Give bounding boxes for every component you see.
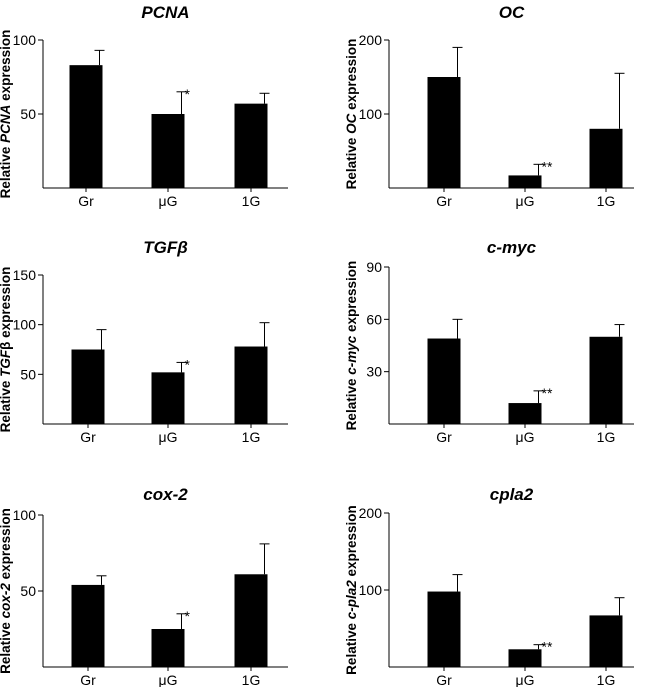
chart-1-bar-2	[151, 114, 185, 188]
chart-2-bar-1	[427, 77, 461, 188]
chart-2-y-axis-label: Relative OC expression	[344, 39, 359, 190]
chart-1-y-tick-label-1: 50	[20, 106, 36, 122]
chart-1-x-tick-label-1: Gr	[78, 193, 94, 209]
chart-1-title: PCNA	[141, 3, 189, 22]
chart-3-bar-1	[71, 349, 105, 424]
chart-1-y-axis-label-suffix: expression	[0, 30, 13, 105]
chart-3-y-tick-label-1: 50	[20, 366, 36, 382]
chart-3-bar-3	[234, 346, 268, 424]
chart-4-y-tick-label-3: 90	[366, 259, 382, 275]
chart-3-y-axis-label: Relative TGFβ expression	[0, 267, 13, 433]
chart-1-y-axis-label-prefix: Relative	[0, 143, 13, 199]
chart-1-x-tick-label-2: μG	[159, 193, 178, 209]
chart-2-x-tick-label-2: μG	[516, 193, 535, 209]
chart-3-y-axis-label-gene: TGF	[0, 349, 13, 377]
chart-4-bar-3	[589, 336, 623, 424]
chart-4-bar-2	[508, 403, 542, 424]
chart-6-x-tick-label-1: Gr	[436, 672, 452, 687]
chart-2-y-axis-label-suffix: expression	[344, 39, 359, 114]
chart-2-significance-2: **	[542, 158, 553, 174]
chart-3-y-tick-label-3: 150	[13, 267, 37, 283]
chart-1-y-axis-label: Relative PCNA expression	[0, 30, 13, 199]
chart-2-bar-2	[508, 175, 542, 188]
chart-4-y-axis-label-gene: c-myc	[344, 335, 359, 375]
chart-3-y-axis-label-suffix: β expression	[0, 267, 13, 350]
chart-3-x-tick-label-3: 1G	[242, 429, 261, 445]
chart-4-y-tick-label-1: 30	[366, 364, 382, 380]
chart-5-bar-1	[71, 584, 105, 667]
chart-2-x-tick-label-3: 1G	[597, 193, 616, 209]
chart-1-significance-2: *	[185, 86, 191, 102]
chart-6-y-axis-label-prefix: Relative	[344, 619, 359, 675]
chart-4-y-axis-label-prefix: Relative	[344, 375, 359, 431]
chart-4-x-tick-label-2: μG	[516, 429, 535, 445]
chart-6-significance-2: **	[542, 639, 553, 655]
chart-6-y-axis-label-suffix: expression	[344, 505, 359, 580]
chart-1-bar-1	[69, 65, 103, 188]
chart-5-bar-3	[234, 574, 268, 667]
chart-4-x-tick-label-3: 1G	[597, 429, 616, 445]
chart-2-y-tick-label-2: 200	[359, 32, 383, 48]
chart-5-x-tick-label-1: Gr	[80, 672, 96, 687]
chart-4-x-tick-label-1: Gr	[436, 429, 452, 445]
chart-3-bar-2	[151, 372, 185, 424]
chart-3-x-tick-label-2: μG	[159, 429, 178, 445]
chart-1-y-axis-label-gene: PCNA	[0, 105, 13, 143]
chart-3-y-tick-label-2: 100	[13, 317, 37, 333]
chart-6-bar-3	[589, 615, 623, 667]
chart-6-y-axis-label: Relative c-pla2 expression	[344, 505, 359, 675]
chart-2-y-axis-label-gene: OC	[344, 113, 359, 134]
chart-4-y-axis-label-suffix: expression	[344, 261, 359, 336]
chart-1-bar-3	[234, 103, 268, 188]
chart-4-significance-2: **	[542, 385, 553, 401]
chart-6-title: cpla2	[490, 485, 534, 504]
chart-6-y-tick-label-2: 200	[359, 505, 383, 521]
chart-2-bar-3	[589, 128, 623, 188]
chart-2-y-tick-label-1: 100	[359, 106, 383, 122]
chart-1-x-tick-label-3: 1G	[242, 193, 261, 209]
chart-5-y-tick-label-2: 100	[13, 507, 37, 523]
chart-5-bar-2	[151, 629, 185, 667]
chart-5-y-axis-label-suffix: expression	[0, 508, 13, 583]
chart-5-y-axis-label: Relative cox-2 expression	[0, 508, 13, 674]
chart-4-y-axis-label: Relative c-myc expression	[344, 261, 359, 431]
chart-4-bar-1	[427, 338, 461, 424]
chart-5-title: cox-2	[143, 485, 188, 504]
chart-5-significance-2: *	[185, 608, 191, 624]
chart-6-x-tick-label-3: 1G	[597, 672, 616, 687]
chart-2-x-tick-label-1: Gr	[436, 193, 452, 209]
chart-5-y-tick-label-1: 50	[20, 583, 36, 599]
chart-6-y-axis-label-gene: c-pla2	[344, 580, 359, 620]
chart-3-y-axis-label-prefix: Relative	[0, 377, 13, 433]
chart-1-y-tick-label-2: 100	[13, 32, 37, 48]
chart-5-x-tick-label-2: μG	[159, 672, 178, 687]
chart-5-y-axis-label-prefix: Relative	[0, 618, 13, 674]
chart-4-title: c-myc	[487, 238, 537, 257]
chart-2-y-axis-label-prefix: Relative	[344, 134, 359, 190]
chart-6-x-tick-label-2: μG	[516, 672, 535, 687]
chart-6-y-tick-label-1: 100	[359, 582, 383, 598]
chart-3-x-tick-label-1: Gr	[80, 429, 96, 445]
chart-4-y-tick-label-2: 60	[366, 311, 382, 327]
chart-3-significance-2: *	[185, 356, 191, 372]
chart-6-bar-2	[508, 649, 542, 667]
chart-3-title: TGFβ	[143, 238, 188, 257]
chart-5-x-tick-label-3: 1G	[242, 672, 261, 687]
chart-5-y-axis-label-gene: cox-2	[0, 583, 13, 619]
chart-6-bar-1	[427, 591, 461, 667]
chart-2-title: OC	[499, 3, 525, 22]
